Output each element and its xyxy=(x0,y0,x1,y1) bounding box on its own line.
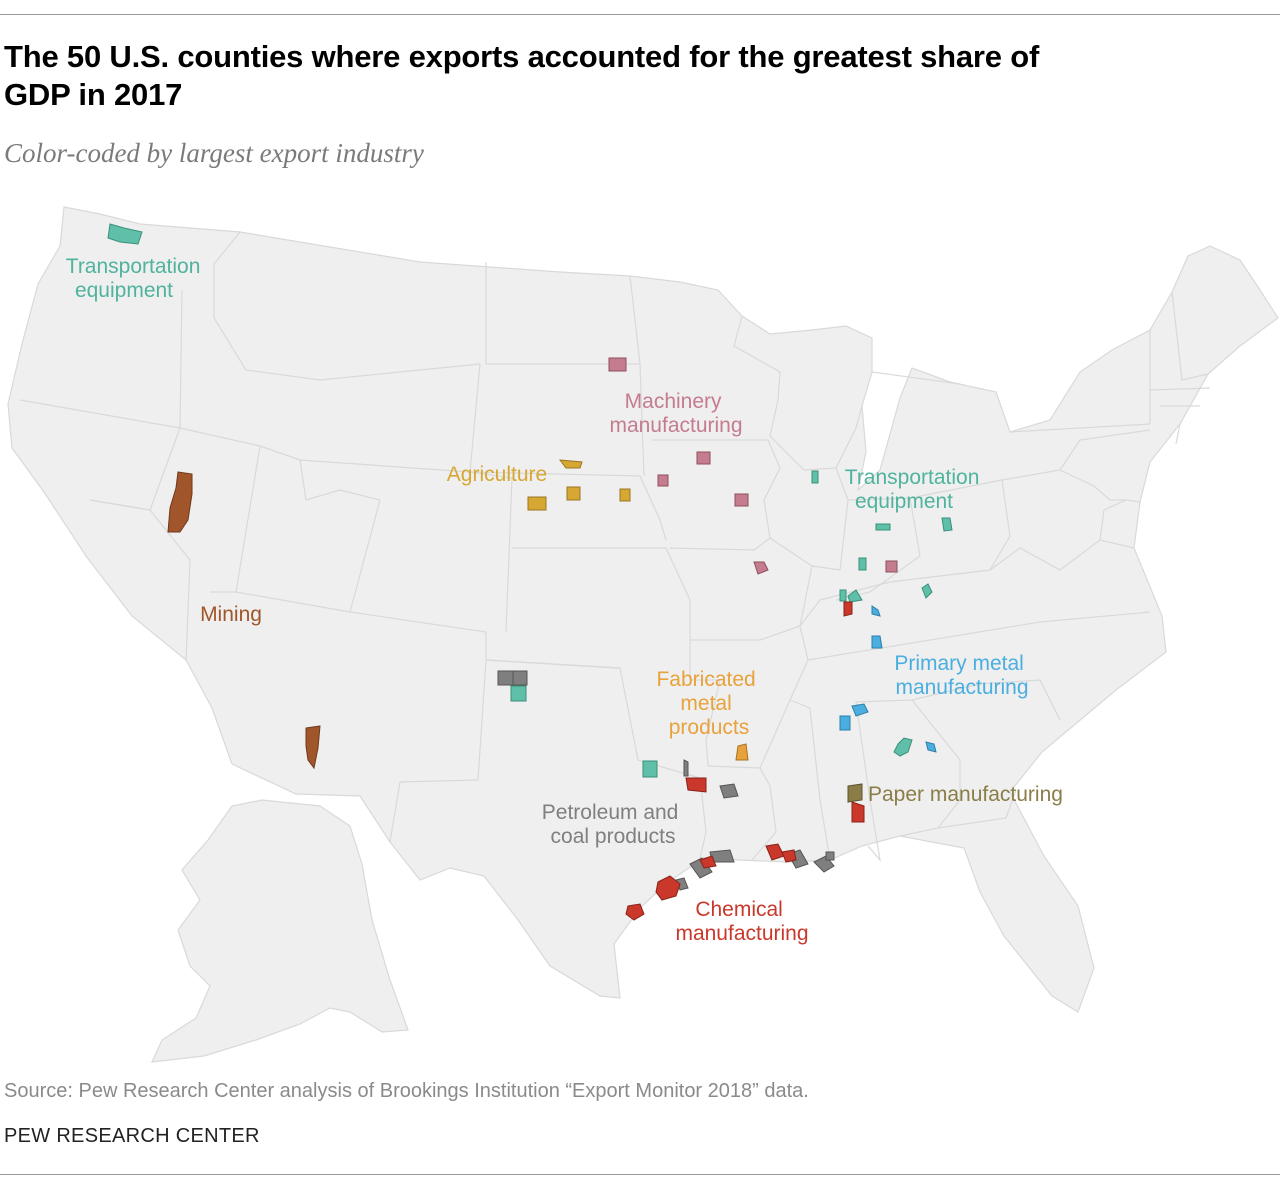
label-line: Chemical xyxy=(695,898,783,921)
counties-transportation-equipment xyxy=(107,223,953,778)
county-marker xyxy=(107,223,143,245)
county-marker xyxy=(871,635,883,649)
county-marker xyxy=(619,488,631,502)
label-primary-metal: Primary metal manufacturing xyxy=(894,652,1029,699)
label-line: Agriculture xyxy=(447,463,547,486)
chart-title: The 50 U.S. counties where exports accou… xyxy=(4,39,1040,112)
county-marker xyxy=(558,459,583,469)
county-marker xyxy=(851,703,869,717)
county-marker xyxy=(825,851,835,861)
county-marker xyxy=(871,605,881,617)
county-marker xyxy=(875,523,891,531)
county-marker xyxy=(497,670,514,686)
county-marker xyxy=(839,715,851,731)
county-marker xyxy=(885,560,898,573)
county-marker xyxy=(625,903,645,921)
label-line: coal products xyxy=(551,825,676,848)
alaska-land xyxy=(151,799,409,1063)
county-marker xyxy=(642,760,658,778)
counties-mining xyxy=(167,471,321,770)
label-machinery: Machinery manufacturing xyxy=(609,390,742,437)
county-marker xyxy=(847,783,863,803)
county-marker xyxy=(527,496,547,511)
county-marker xyxy=(925,741,937,753)
contiguous-us-land xyxy=(7,206,1279,1013)
label-line: Transportation xyxy=(66,255,201,278)
label-line: manufacturing xyxy=(609,414,742,437)
label-line: manufacturing xyxy=(675,922,808,945)
chart-subtitle: Color-coded by largest export industry xyxy=(4,138,424,168)
county-marker xyxy=(512,670,528,686)
county-marker xyxy=(753,561,769,575)
label-line: metal xyxy=(680,692,731,715)
counties-primary-metal xyxy=(839,605,937,753)
county-marker xyxy=(893,737,913,757)
county-marker xyxy=(839,589,847,602)
label-mining: Mining xyxy=(200,603,262,626)
county-marker xyxy=(734,493,749,507)
county-marker xyxy=(941,517,953,532)
label-agriculture: Agriculture xyxy=(447,463,547,486)
label-transportation-east: Transportation equipment xyxy=(845,466,985,513)
county-marker xyxy=(167,471,193,533)
county-marker xyxy=(657,474,669,487)
label-line: products xyxy=(669,716,750,739)
label-line: Petroleum and xyxy=(542,801,679,824)
counties-chemical-manufacturing xyxy=(625,601,865,921)
county-marker xyxy=(699,855,717,869)
label-line: Primary metal xyxy=(894,652,1024,675)
county-marker xyxy=(655,875,681,901)
label-chemical: Chemical manufacturing xyxy=(675,898,808,945)
county-marker xyxy=(689,857,713,879)
top-rule xyxy=(0,14,1280,15)
county-marker xyxy=(921,583,933,599)
us-county-map: Transportation equipment Machinery manuf… xyxy=(0,190,1280,1070)
label-petroleum: Petroleum and coal products xyxy=(542,801,684,848)
label-paper: Paper manufacturing xyxy=(868,783,1063,806)
brand-footer: PEW RESEARCH CENTER xyxy=(4,1125,260,1147)
county-marker xyxy=(847,589,863,603)
county-marker xyxy=(843,601,853,617)
county-marker xyxy=(811,470,819,484)
label-line: Fabricated xyxy=(656,668,755,691)
counties-petroleum-coal xyxy=(497,670,835,891)
bottom-rule xyxy=(0,1174,1280,1175)
label-transportation-west: Transportation equipment xyxy=(66,255,206,302)
label-line: Transportation xyxy=(845,466,980,489)
county-marker xyxy=(566,486,581,501)
state-borders xyxy=(19,231,1211,863)
county-marker xyxy=(685,777,707,793)
label-line: equipment xyxy=(855,490,953,513)
county-marker xyxy=(719,783,739,799)
label-line: Machinery xyxy=(625,390,722,413)
label-line: Paper manufacturing xyxy=(868,783,1063,806)
label-fabricated: Fabricated metal products xyxy=(656,668,761,739)
label-line: equipment xyxy=(75,279,173,302)
county-marker xyxy=(683,759,689,777)
county-marker xyxy=(608,357,627,372)
county-marker xyxy=(781,849,797,863)
label-line: Mining xyxy=(200,603,262,626)
label-line: manufacturing xyxy=(895,676,1028,699)
counties-machinery-manufacturing xyxy=(608,357,898,575)
county-marker xyxy=(305,725,321,770)
counties-agriculture xyxy=(527,459,631,511)
county-marker xyxy=(696,451,711,465)
county-marker xyxy=(858,557,867,571)
counties-paper-manufacturing xyxy=(847,783,863,803)
county-marker xyxy=(735,743,749,761)
source-note: Source: Pew Research Center analysis of … xyxy=(4,1080,809,1102)
counties-fabricated-metal xyxy=(735,743,749,761)
county-marker xyxy=(851,801,865,823)
county-marker xyxy=(510,685,527,702)
